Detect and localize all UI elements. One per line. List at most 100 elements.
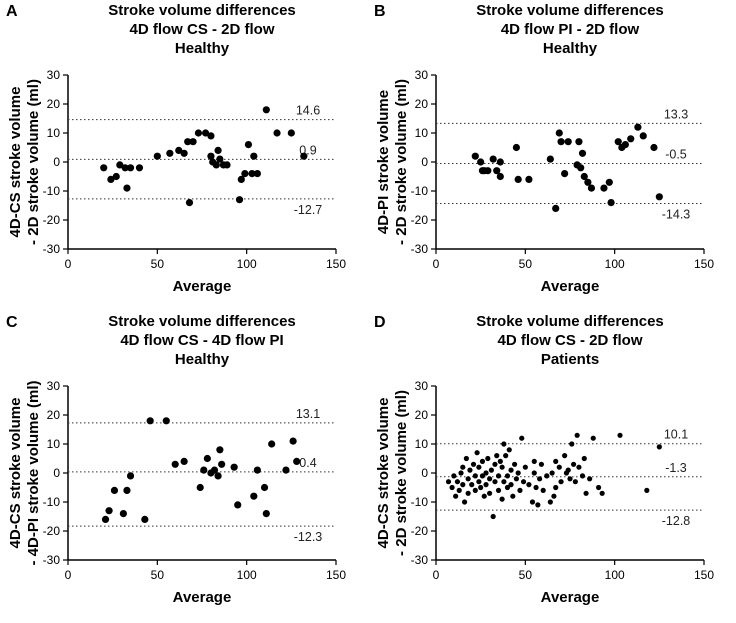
data-point: [483, 482, 489, 488]
y-tick-label: 0: [421, 466, 428, 480]
data-point: [458, 470, 464, 476]
y-axis-label-line: 4D-CS stroke volume: [375, 398, 392, 549]
data-point: [555, 129, 563, 137]
data-point: [477, 158, 485, 166]
data-point: [244, 141, 253, 149]
data-point: [112, 172, 120, 181]
chart-title-line: Stroke volume differences: [476, 2, 664, 19]
data-point: [634, 123, 642, 131]
y-tick-label: -10: [43, 495, 61, 509]
y-tick-label: -30: [411, 553, 429, 567]
panel-letter: B: [374, 3, 386, 20]
y-tick-label: 30: [415, 68, 429, 82]
data-point: [526, 482, 532, 488]
data-point: [495, 487, 502, 493]
data-point: [471, 152, 479, 160]
data-point: [556, 464, 562, 470]
data-point: [166, 149, 174, 157]
data-point: [185, 199, 194, 207]
data-point: [607, 199, 615, 207]
data-point: [451, 473, 457, 479]
data-point: [487, 476, 493, 482]
data-point: [250, 492, 258, 500]
y-axis-label: 4D-CS stroke volume- 2D stroke volume (m…: [375, 390, 410, 556]
data-point: [162, 417, 170, 425]
y-tick-label: -20: [411, 213, 429, 227]
x-axis-label: Average: [541, 278, 600, 295]
data-point: [479, 458, 486, 464]
x-axis-label: Average: [173, 589, 232, 606]
data-point: [501, 479, 507, 485]
data-point: [474, 450, 480, 456]
data-point: [627, 135, 635, 143]
panel-d: D Stroke volume differences 4D flow CS - 2…: [368, 311, 736, 622]
data-point: [465, 490, 471, 496]
data-point: [535, 502, 541, 508]
data-point: [644, 487, 650, 493]
data-point: [544, 473, 550, 479]
mean-bias-label: -1.3: [665, 461, 687, 475]
chart-title-line: Stroke volume differences: [108, 313, 296, 330]
data-point: [549, 470, 555, 476]
data-point: [237, 175, 245, 183]
data-point: [476, 479, 482, 485]
data-point: [517, 487, 523, 493]
data-point: [501, 441, 507, 447]
chart-title-line: Healthy: [543, 40, 598, 57]
data-point: [538, 461, 545, 467]
data-point: [180, 457, 188, 465]
data-point: [574, 432, 580, 438]
data-point: [570, 461, 577, 467]
data-point: [135, 164, 144, 172]
y-axis-label-line: - 4D-PI stroke volume (ml): [25, 380, 42, 565]
scatter-plot-c: C Stroke volume differences 4D flow CS - 4…: [6, 313, 346, 606]
scatter-plot-b: B Stroke volume differences 4D flow PI - 2…: [374, 2, 714, 295]
data-point: [584, 178, 592, 186]
data-point: [519, 435, 525, 441]
data-point: [497, 458, 503, 464]
data-point: [499, 496, 505, 502]
data-point: [126, 472, 135, 480]
data-point: [153, 152, 161, 160]
data-point: [551, 493, 557, 499]
chart-title-line: Stroke volume differences: [476, 313, 664, 330]
data-point: [469, 482, 475, 488]
data-point: [445, 479, 452, 485]
data-point: [184, 138, 192, 146]
scatter-plot-d: D Stroke volume differences 4D flow CS - 2…: [374, 313, 714, 606]
data-point: [529, 499, 536, 505]
x-tick-label: 150: [694, 568, 714, 582]
data-point: [234, 501, 242, 509]
x-tick-label: 0: [65, 257, 72, 271]
data-point: [621, 141, 629, 149]
data-point: [121, 164, 129, 172]
data-point: [515, 470, 521, 476]
y-tick-label: 10: [415, 437, 429, 451]
x-tick-label: 150: [326, 568, 346, 582]
upper-limit-label: 14.6: [296, 104, 320, 118]
data-point: [201, 129, 210, 137]
data-point: [590, 435, 596, 441]
x-tick-label: 0: [65, 568, 72, 582]
data-point: [248, 170, 256, 178]
data-point: [599, 490, 605, 496]
data-point: [487, 490, 493, 496]
y-tick-label: 10: [415, 126, 429, 140]
data-point: [489, 155, 497, 163]
y-tick-label: 30: [415, 379, 429, 393]
data-point: [230, 463, 238, 471]
x-tick-label: 100: [605, 257, 625, 271]
y-tick-label: -30: [43, 553, 61, 567]
data-point: [577, 164, 585, 172]
data-point: [494, 453, 500, 459]
data-point: [488, 467, 494, 473]
panel-letter: D: [374, 314, 386, 331]
data-point: [194, 129, 203, 137]
x-tick-label: 100: [605, 568, 625, 582]
data-point: [141, 515, 149, 523]
data-point: [575, 138, 583, 146]
data-point: [100, 164, 108, 172]
data-point: [126, 164, 135, 172]
data-point: [216, 155, 224, 163]
data-point: [540, 487, 546, 493]
